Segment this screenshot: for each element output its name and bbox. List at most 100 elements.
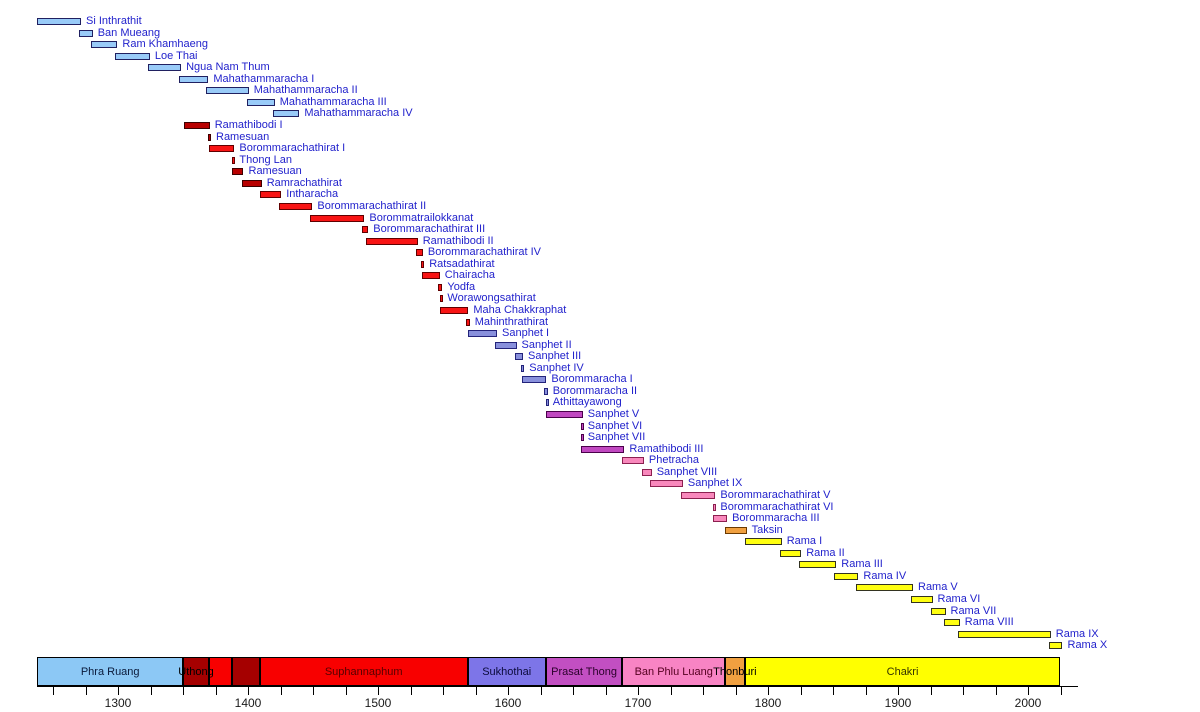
reign-bar[interactable] bbox=[1048, 642, 1063, 650]
reign-bar[interactable] bbox=[184, 122, 210, 130]
monarch-label[interactable]: Borommatrailokkanat bbox=[369, 211, 474, 224]
monarch-label[interactable]: Ramesuan bbox=[248, 165, 302, 178]
reign-bar[interactable] bbox=[440, 307, 469, 314]
monarch-label[interactable]: Sanphet V bbox=[587, 408, 640, 421]
monarch-label[interactable]: Rama VI bbox=[937, 593, 981, 605]
reign-bar[interactable] bbox=[622, 457, 644, 465]
monarch-label[interactable]: Rama II bbox=[806, 546, 845, 559]
reign-bar[interactable] bbox=[362, 226, 369, 234]
monarch-label[interactable]: Si Inthrathit bbox=[86, 15, 142, 27]
monarch-label[interactable]: Sanphet VII bbox=[587, 431, 646, 444]
monarch-label[interactable]: Borommarachathirat VI bbox=[720, 500, 834, 513]
reign-bar[interactable] bbox=[713, 515, 728, 523]
monarch-label[interactable]: Thong Lan bbox=[239, 153, 292, 166]
monarch-label[interactable]: Sanphet VIII bbox=[656, 465, 718, 478]
monarch-label[interactable]: Borommarachathirat V bbox=[720, 488, 831, 501]
reign-bar[interactable] bbox=[744, 538, 782, 546]
monarch-label[interactable]: Mahathammaracha III bbox=[279, 95, 387, 108]
monarch-label[interactable]: Rama I bbox=[786, 535, 823, 548]
monarch-label[interactable]: Rama IX bbox=[1055, 627, 1099, 640]
monarch-label[interactable]: Phetracha bbox=[648, 454, 700, 467]
reign-bar[interactable] bbox=[440, 295, 444, 303]
reign-bar[interactable] bbox=[544, 387, 548, 395]
reign-bar[interactable] bbox=[179, 75, 209, 83]
reign-bar[interactable] bbox=[466, 318, 470, 326]
monarch-label[interactable]: Rama VII bbox=[950, 604, 997, 617]
dynasty-band-segment[interactable]: Uthong bbox=[178, 657, 214, 686]
reign-bar[interactable] bbox=[366, 237, 418, 245]
reign-bar[interactable] bbox=[522, 376, 547, 384]
reign-bar[interactable] bbox=[90, 41, 118, 49]
dynasty-band-segment[interactable]: Phra Ruang bbox=[37, 657, 183, 686]
reign-bar[interactable] bbox=[437, 283, 443, 291]
monarch-label[interactable]: Maha Chakkraphat bbox=[473, 304, 567, 316]
reign-bar[interactable] bbox=[856, 584, 913, 592]
monarch-label[interactable]: Worawongsathirat bbox=[447, 292, 536, 305]
dynasty-band-segment[interactable]: Sukhothai bbox=[467, 657, 546, 686]
dynasty-band-segment[interactable]: Chakri bbox=[744, 657, 1061, 686]
reign-bar[interactable] bbox=[779, 549, 802, 557]
monarch-label[interactable]: Loe Thai bbox=[154, 49, 198, 62]
monarch-label[interactable]: Ramathibodi I bbox=[214, 119, 283, 132]
reign-bar[interactable] bbox=[246, 98, 275, 106]
dynasty-band-segment[interactable]: Thonburi bbox=[713, 657, 757, 686]
monarch-label[interactable]: Borommarachathirat I bbox=[239, 142, 346, 155]
reign-bar[interactable] bbox=[310, 214, 365, 222]
monarch-label[interactable]: Rama V bbox=[918, 581, 958, 594]
reign-bar[interactable] bbox=[649, 480, 683, 488]
reign-bar[interactable] bbox=[259, 191, 282, 199]
reign-bar[interactable] bbox=[521, 364, 525, 372]
reign-bar[interactable] bbox=[147, 64, 182, 72]
monarch-label[interactable]: Borommaracha II bbox=[552, 384, 638, 397]
reign-bar[interactable] bbox=[79, 29, 93, 37]
monarch-label[interactable]: Mahathammaracha II bbox=[253, 84, 358, 97]
monarch-label[interactable]: Borommarachathirat II bbox=[317, 199, 427, 212]
monarch-label[interactable]: Yodfa bbox=[447, 280, 476, 293]
monarch-label[interactable]: Borommarachathirat III bbox=[373, 223, 486, 236]
reign-bar[interactable] bbox=[206, 87, 249, 95]
reign-bar[interactable] bbox=[232, 156, 236, 164]
monarch-label[interactable]: Rama VIII bbox=[964, 616, 1014, 629]
reign-bar[interactable] bbox=[545, 411, 583, 419]
reign-bar[interactable] bbox=[495, 341, 517, 349]
monarch-label[interactable]: Athittayawong bbox=[552, 396, 622, 409]
reign-bar[interactable] bbox=[641, 468, 652, 476]
dynasty-band-segment[interactable]: Ban Phlu Luang bbox=[622, 657, 726, 686]
monarch-label[interactable]: Ramesuan bbox=[216, 130, 270, 143]
monarch-label[interactable]: Sanphet VI bbox=[587, 419, 643, 432]
reign-bar[interactable] bbox=[272, 110, 300, 118]
reign-bar[interactable] bbox=[207, 133, 211, 141]
monarch-label[interactable]: Rama X bbox=[1067, 639, 1108, 652]
monarch-label[interactable]: Ban Mueang bbox=[97, 26, 161, 39]
reign-bar[interactable] bbox=[37, 18, 81, 25]
reign-bar[interactable] bbox=[680, 491, 716, 499]
monarch-label[interactable]: Sanphet IX bbox=[687, 477, 743, 490]
reign-bar[interactable] bbox=[241, 179, 262, 187]
monarch-label[interactable]: Taksin bbox=[751, 523, 783, 536]
monarch-label[interactable]: Ratsadathirat bbox=[429, 257, 495, 270]
monarch-label[interactable]: Sanphet I bbox=[502, 327, 550, 340]
monarch-label[interactable]: Borommarachathirat IV bbox=[427, 246, 541, 259]
monarch-label[interactable]: Borommaracha III bbox=[732, 512, 820, 525]
reign-bar[interactable] bbox=[799, 561, 837, 569]
dynasty-band-segment[interactable]: Prasat Thong bbox=[545, 657, 623, 686]
monarch-label[interactable]: Mahathammaracha IV bbox=[304, 107, 413, 120]
monarch-label[interactable]: Intharacha bbox=[286, 188, 339, 201]
reign-bar[interactable] bbox=[115, 52, 150, 60]
monarch-label[interactable]: Ram Khamhaeng bbox=[122, 38, 208, 51]
reign-bar[interactable] bbox=[545, 399, 549, 407]
dynasty-band-segment[interactable] bbox=[232, 657, 260, 686]
reign-bar[interactable] bbox=[467, 330, 497, 338]
dynasty-band-segment[interactable] bbox=[209, 657, 233, 686]
monarch-label[interactable]: Rama III bbox=[841, 558, 883, 571]
monarch-label[interactable]: Ramrachathirat bbox=[266, 176, 342, 189]
monarch-label[interactable]: Mahathammaracha I bbox=[213, 72, 315, 85]
reign-bar[interactable] bbox=[580, 422, 584, 430]
reign-bar[interactable] bbox=[514, 353, 523, 361]
monarch-label[interactable]: Ramathibodi II bbox=[422, 234, 494, 247]
reign-bar[interactable] bbox=[420, 260, 425, 268]
monarch-label[interactable]: Rama IV bbox=[863, 569, 907, 582]
dynasty-band-segment[interactable]: Suphannaphum bbox=[259, 657, 468, 686]
reign-bar[interactable] bbox=[957, 630, 1051, 638]
reign-bar[interactable] bbox=[415, 249, 423, 257]
